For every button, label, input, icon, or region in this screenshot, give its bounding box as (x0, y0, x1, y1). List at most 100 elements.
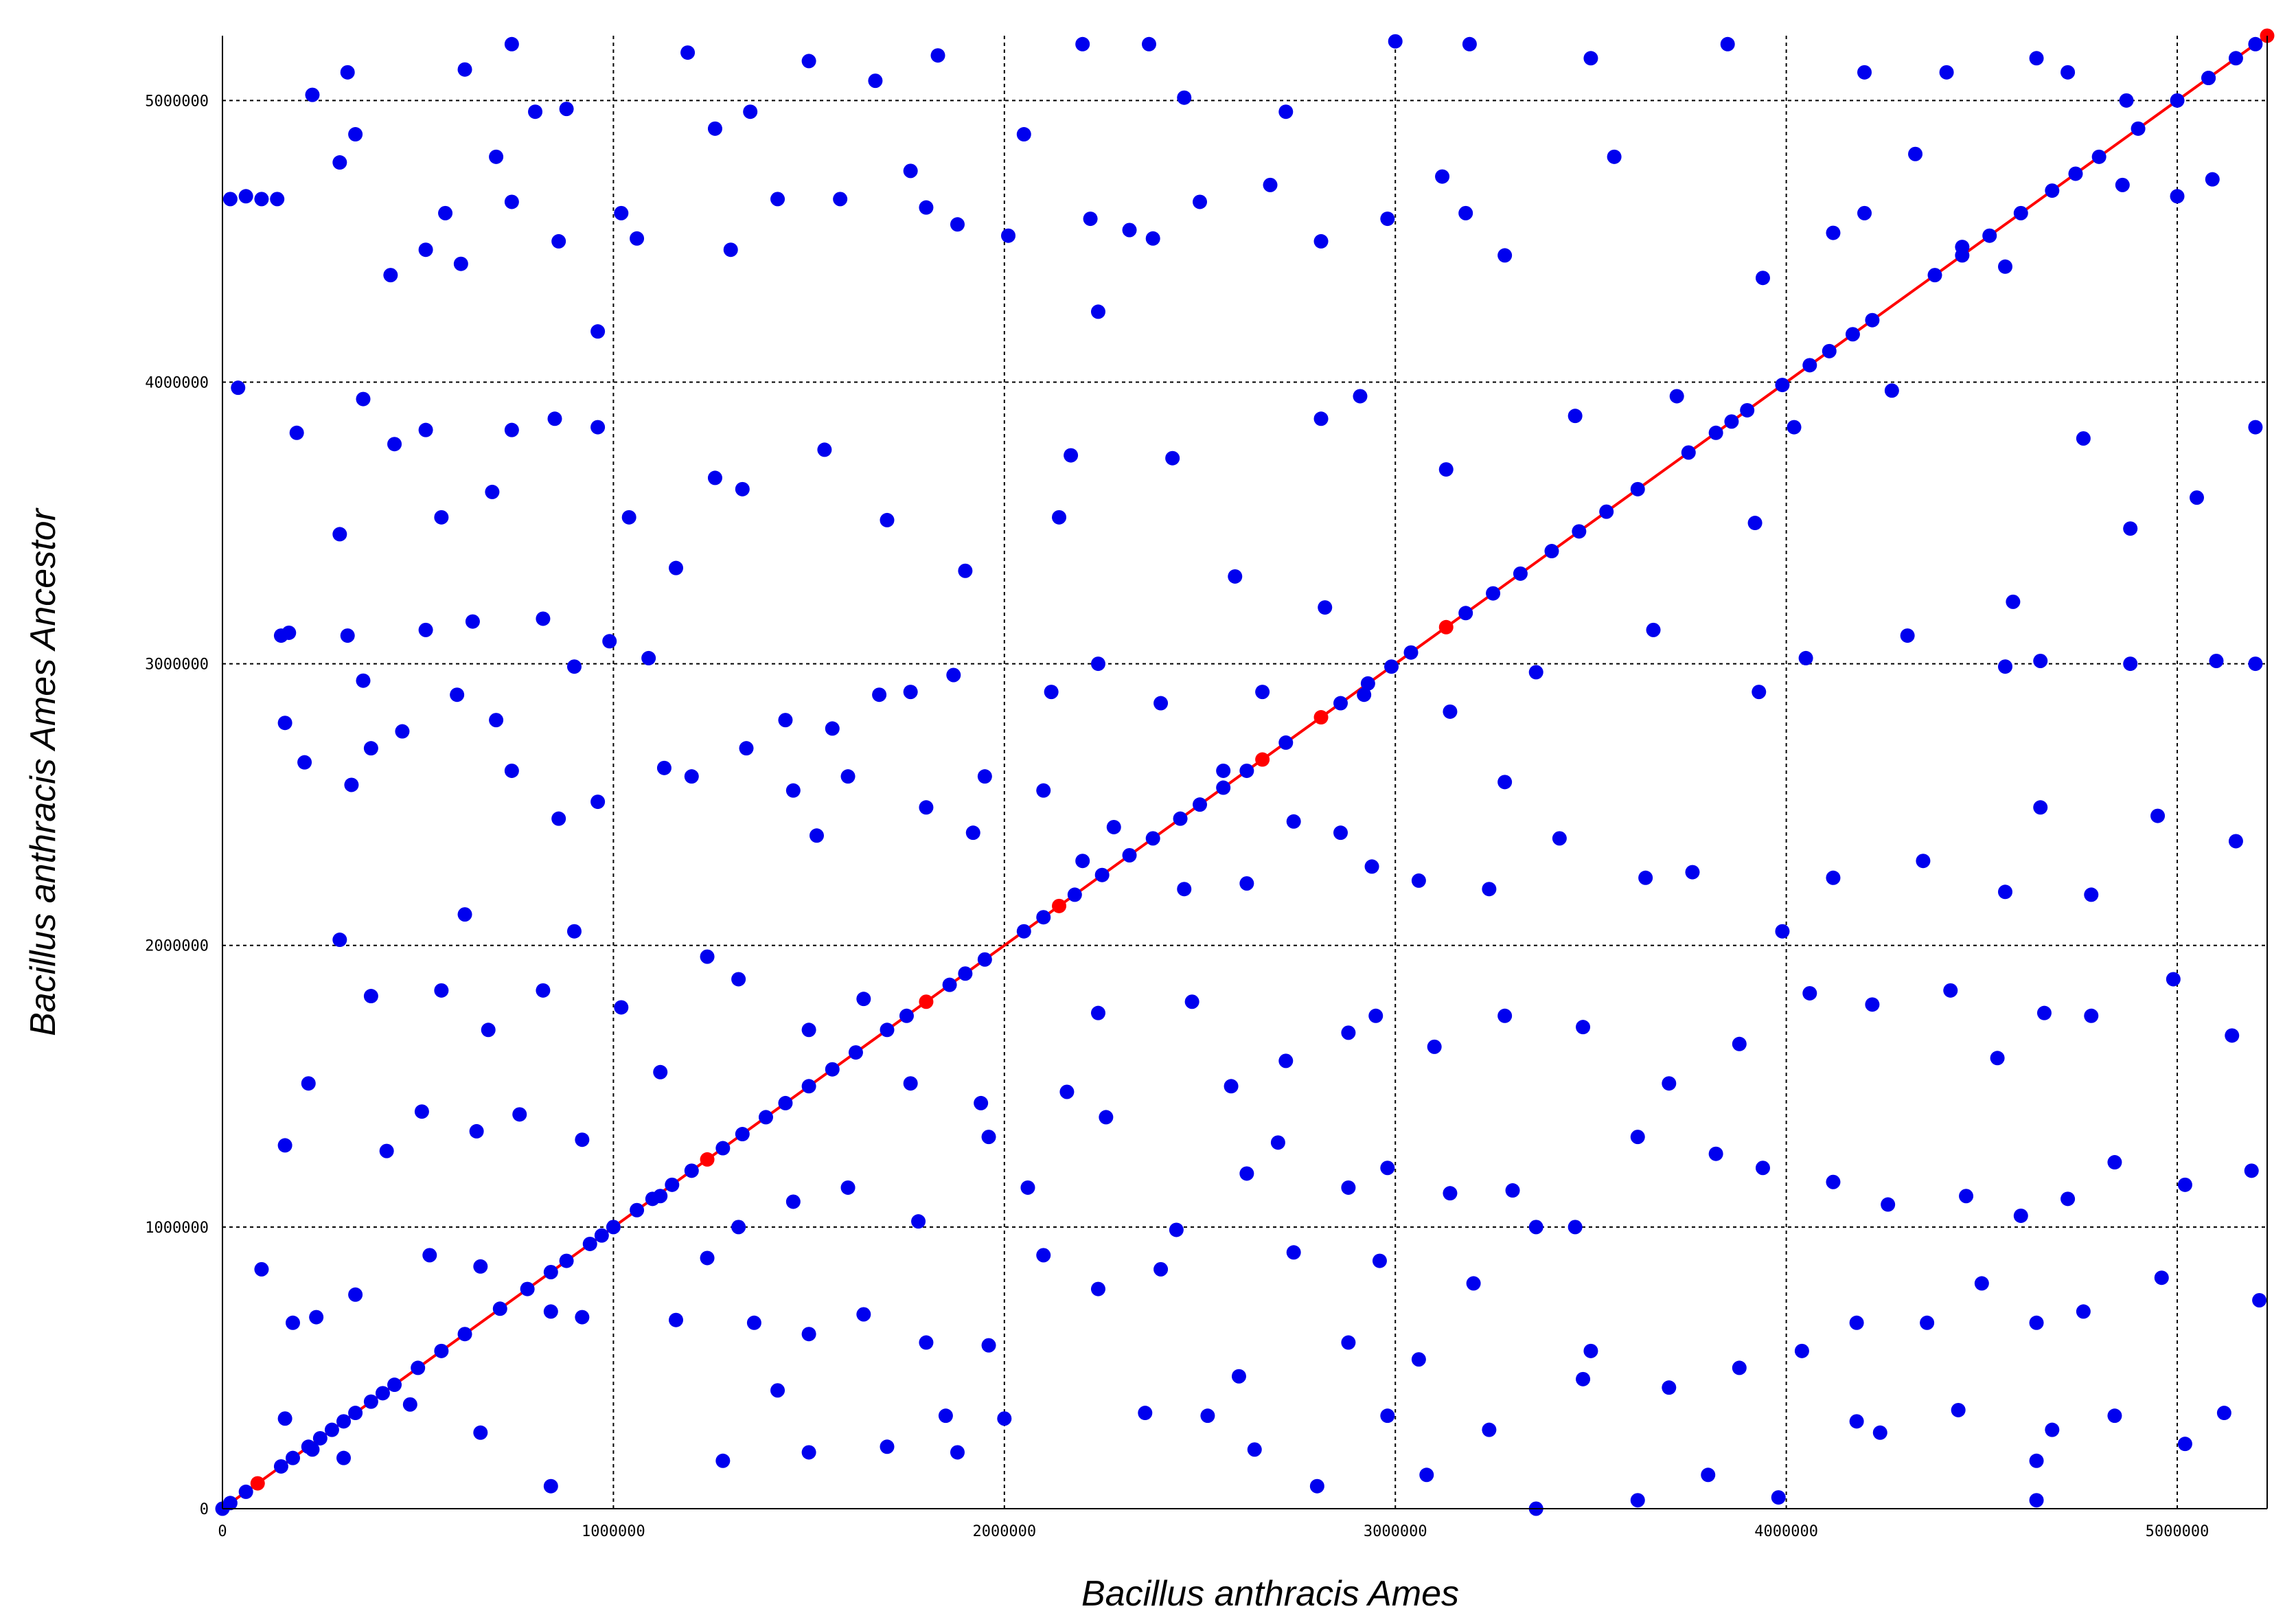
match-point (1333, 825, 1348, 841)
match-point (1239, 876, 1254, 891)
match-point (1169, 1222, 1184, 1237)
highlight-point (1313, 710, 1329, 725)
match-point (2036, 1005, 2052, 1020)
match-point (684, 769, 699, 784)
match-point (1583, 51, 1598, 66)
match-point (2225, 1028, 2240, 1043)
match-point (1075, 36, 1090, 52)
match-point (1568, 1220, 1583, 1235)
highlight-point (1255, 752, 1270, 767)
match-point (981, 1130, 996, 1145)
match-point (1141, 36, 1156, 52)
match-point (1802, 358, 1817, 373)
match-point (1193, 194, 1208, 209)
match-point (2068, 166, 2083, 181)
match-point (981, 1338, 996, 1353)
match-point (489, 149, 504, 164)
match-point (1360, 676, 1375, 691)
match-point (363, 1394, 378, 1409)
match-point (297, 755, 312, 770)
match-point (1630, 1493, 1645, 1508)
y-tick-label: 0 (200, 1501, 209, 1518)
match-point (340, 628, 355, 643)
match-point (707, 121, 722, 136)
match-point (1865, 312, 1880, 328)
match-point (669, 560, 684, 575)
match-point (2170, 93, 2185, 108)
match-point (1822, 343, 1837, 358)
match-point (1216, 780, 1231, 795)
match-point (2216, 1406, 2231, 1421)
match-point (758, 1110, 773, 1125)
match-point (1052, 510, 1067, 525)
match-point (899, 1008, 914, 1023)
match-point (1216, 763, 1231, 778)
match-point (1908, 146, 1923, 161)
match-point (1939, 65, 1954, 80)
match-point (1458, 205, 1473, 220)
match-point (958, 966, 973, 981)
match-point (1755, 1161, 1770, 1176)
match-point (520, 1281, 535, 1296)
match-point (1798, 650, 1813, 665)
match-point (801, 54, 816, 69)
match-point (1747, 516, 1763, 531)
match-point (1685, 865, 1700, 880)
match-point (1090, 656, 1105, 672)
match-point (457, 907, 472, 922)
match-point (707, 470, 722, 485)
match-point (731, 1220, 746, 1235)
match-point (1662, 1076, 1677, 1091)
match-point (735, 481, 750, 496)
match-point (1145, 231, 1160, 246)
match-point (1286, 1245, 1301, 1260)
match-point (801, 1445, 816, 1460)
match-point (379, 1143, 394, 1158)
match-point (277, 1411, 292, 1426)
match-point (1669, 389, 1684, 404)
match-point (1122, 847, 1137, 862)
match-point (559, 102, 574, 117)
match-point (457, 62, 472, 77)
match-point (903, 1076, 918, 1091)
match-point (547, 411, 562, 426)
match-point (1353, 389, 1368, 404)
match-point (1755, 271, 1770, 286)
match-point (543, 1264, 558, 1279)
match-point (1884, 383, 1899, 398)
match-point (363, 989, 378, 1004)
match-point (1638, 870, 1653, 885)
match-point (880, 512, 895, 527)
match-point (559, 1253, 574, 1268)
match-point (1443, 704, 1458, 719)
match-point (492, 1301, 507, 1316)
match-point (1826, 1174, 1841, 1189)
match-point (418, 242, 433, 258)
match-point (1583, 1343, 1598, 1358)
match-point (2076, 1304, 2091, 1319)
match-point (1720, 36, 1735, 52)
match-point (653, 1064, 668, 1079)
match-point (1372, 1253, 1387, 1268)
match-point (825, 721, 840, 736)
match-point (723, 242, 738, 258)
match-point (332, 933, 347, 948)
match-point (868, 73, 883, 89)
match-point (504, 422, 519, 437)
match-point (1927, 268, 1942, 283)
match-point (1380, 1408, 1395, 1424)
match-point (1016, 924, 1031, 939)
match-point (543, 1304, 558, 1319)
match-point (2209, 653, 2224, 668)
match-point (977, 952, 992, 967)
match-point (1067, 887, 1082, 902)
y-axis-title: Bacillus anthracis Ames Ancestor (23, 507, 63, 1036)
match-point (1724, 414, 1739, 429)
match-point (582, 1236, 597, 1251)
match-point (1094, 867, 1110, 882)
match-point (1482, 1422, 1497, 1437)
match-point (2170, 189, 2185, 204)
match-point (1528, 665, 1543, 680)
match-point (2006, 594, 2021, 609)
match-point (974, 1095, 989, 1110)
